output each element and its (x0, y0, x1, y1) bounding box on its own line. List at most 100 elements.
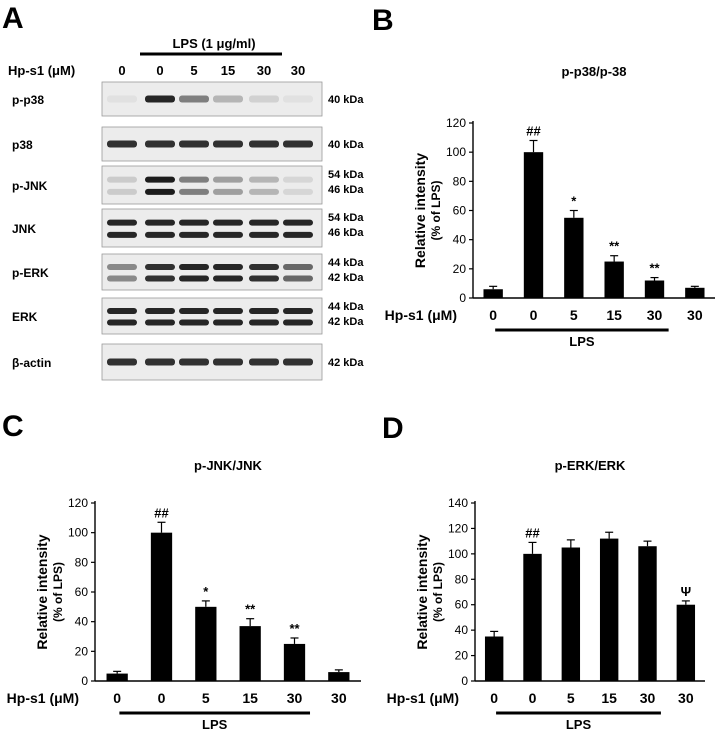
blot-band (145, 219, 175, 226)
bar (283, 643, 306, 681)
blot-band (107, 307, 137, 314)
blot-band (283, 319, 313, 326)
y-axis-label-unit: (% of LPS) (51, 562, 65, 622)
significance-annotation: * (571, 194, 577, 209)
blot-band (213, 95, 243, 103)
blot-band (179, 263, 209, 270)
blot-band (213, 307, 243, 314)
blot-lane-dose-label: 15 (221, 63, 235, 78)
x-tick-label: 15 (601, 690, 617, 706)
blot-band (283, 188, 313, 195)
blot-row-label: β-actin (12, 356, 51, 370)
x-tick-label: 15 (242, 690, 258, 706)
y-tick-label: 20 (75, 644, 89, 658)
blot-band (213, 275, 243, 282)
blot-kda-label: 44 kDa (328, 257, 364, 269)
panel-letter-b: B (372, 4, 394, 37)
lps-group-label: LPS (569, 334, 595, 349)
y-tick-label: 80 (455, 572, 469, 586)
significance-annotation: Ψ (681, 584, 692, 599)
blot-lane-dose-label: 30 (257, 63, 271, 78)
x-tick-label: 30 (331, 690, 347, 706)
x-tick-label: 30 (287, 690, 303, 706)
blot-band (179, 176, 209, 183)
blot-band (145, 358, 175, 366)
blot-row-p-p38: p-p38 40 kDa (12, 81, 364, 117)
panel-letter-c: C (2, 410, 24, 443)
blot-kda-label: 46 kDa (328, 184, 364, 196)
blot-band (107, 231, 137, 238)
blot-lane-dose-label: 0 (156, 63, 163, 78)
blot-kda-label: 42 kDa (328, 357, 364, 369)
blot-band (145, 263, 175, 270)
blot-band (179, 275, 209, 282)
blot-kda-label: 54 kDa (328, 169, 364, 181)
x-tick-label: 30 (647, 307, 663, 323)
blot-kda-label: 46 kDa (328, 227, 364, 239)
bar (150, 532, 173, 681)
significance-annotation: ## (154, 505, 169, 520)
blot-band (249, 176, 279, 183)
blot-band (107, 263, 137, 270)
bar (523, 553, 542, 681)
x-tick-label: 0 (530, 307, 538, 323)
bar (599, 538, 619, 681)
y-tick-label: 40 (75, 615, 89, 629)
y-axis-label-unit: (% of LPS) (429, 181, 443, 241)
blot-band (213, 188, 243, 195)
significance-annotation: * (203, 584, 209, 599)
blot-band (249, 188, 279, 195)
blot-band (249, 275, 279, 282)
x-tick-label: 0 (113, 690, 121, 706)
bar (685, 287, 705, 298)
blot-band (107, 358, 137, 366)
blot-band (145, 188, 175, 195)
y-tick-label: 140 (448, 496, 468, 510)
blot-membrane (101, 253, 323, 291)
y-tick-label: 120 (68, 496, 88, 510)
blot-row-p38: p38 40 kDa (12, 126, 364, 162)
blot-band (179, 358, 209, 366)
chart-p-erk: p-ERK/ERK 0 20 40 60 80 100 120 140 Relative inte… (387, 458, 705, 732)
bar (561, 547, 581, 681)
bar (564, 217, 584, 298)
blot-band (249, 307, 279, 314)
blot-band (283, 219, 313, 226)
blot-band (179, 95, 209, 103)
blot-band (145, 307, 175, 314)
blot-band (213, 219, 243, 226)
blot-row-label: p-ERK (12, 266, 49, 280)
blot-kda-label: 54 kDa (328, 212, 364, 224)
lps-group-label: LPS (202, 717, 228, 732)
y-tick-label: 100 (448, 547, 468, 561)
blot-row-p-erk: p-ERK 44 kDa 42 kDa (12, 253, 364, 291)
blot-band (179, 219, 209, 226)
y-tick-label: 60 (455, 598, 469, 612)
blot-row--actin: β-actin 42 kDa (12, 343, 364, 381)
blot-band (213, 263, 243, 270)
significance-annotation: ** (245, 602, 256, 617)
x-tick-label: 0 (489, 307, 497, 323)
chart-p-p38: p-p38/p-38 0 20 40 60 80 100 120 Relative intens… (385, 64, 715, 349)
blot-kda-label: 40 kDa (328, 94, 364, 106)
panel-letter-d: D (382, 412, 404, 445)
blot-band (213, 140, 243, 148)
y-tick-label: 40 (455, 623, 469, 637)
blot-band (107, 319, 137, 326)
significance-annotation: ** (649, 261, 660, 276)
y-tick-label: 0 (461, 674, 468, 688)
blot-lane-dose-label: 5 (190, 63, 197, 78)
chart-p-jnk: p-JNK/JNK 0 20 40 60 80 100 120 Relative intensi… (7, 458, 361, 732)
blot-row-label: p-JNK (12, 179, 48, 193)
blot-row-label: ERK (12, 310, 38, 324)
blot-treatment-label: LPS (1 μg/ml) (172, 36, 255, 51)
y-tick-label: 0 (459, 291, 466, 305)
blot-dose-row-label: Hp-s1 (μM) (8, 63, 75, 78)
bar (328, 672, 350, 681)
blot-band (283, 140, 313, 148)
y-tick-label: 80 (75, 555, 89, 569)
blot-band (145, 319, 175, 326)
blot-band (283, 307, 313, 314)
blot-band (179, 231, 209, 238)
blot-band (179, 140, 209, 148)
